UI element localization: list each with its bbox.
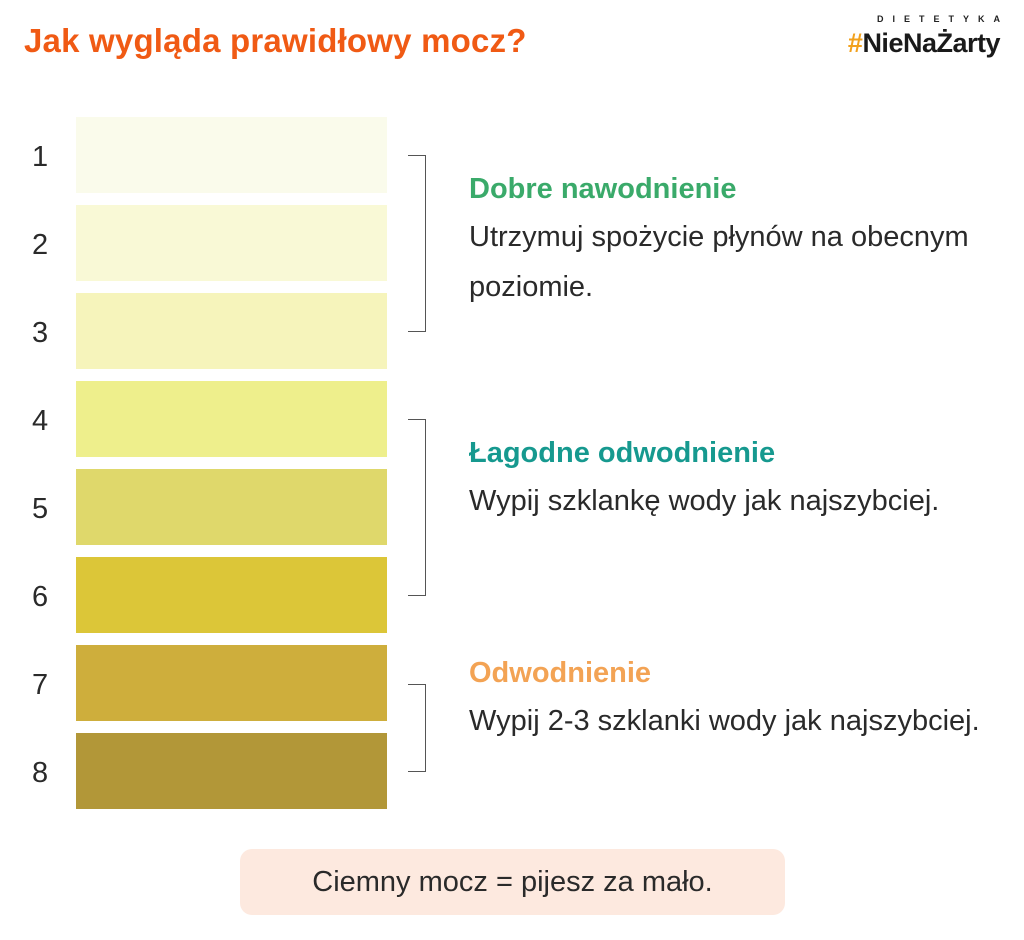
- summary-note: Ciemny mocz = pijesz za mało.: [240, 849, 785, 915]
- color-swatch: [76, 645, 387, 721]
- scale-number: 6: [32, 581, 49, 613]
- group-dehydration: Odwodnienie Wypij 2-3 szklanki wody jak …: [469, 657, 989, 746]
- brand-subtitle: DIETETYKA: [876, 14, 1009, 24]
- page-title: Jak wygląda prawidłowy mocz?: [24, 22, 527, 59]
- color-swatch: [76, 293, 387, 369]
- scale-number: 4: [32, 405, 49, 437]
- group-advice: Utrzymuj spożycie płynów na obecnym pozi…: [469, 221, 969, 303]
- scale-number: 8: [32, 757, 49, 789]
- group-bracket-good: [408, 155, 426, 332]
- brand-name-text: NieNaŻarty: [862, 28, 1000, 58]
- color-swatch: [76, 205, 387, 281]
- color-swatch: [76, 381, 387, 457]
- group-advice: Wypij szklankę wody jak najszybciej.: [469, 485, 940, 517]
- color-swatch: [76, 733, 387, 809]
- color-swatch: [76, 557, 387, 633]
- brand-hash: #: [847, 28, 863, 58]
- scale-number: 2: [32, 229, 49, 261]
- group-bracket-mild: [408, 419, 426, 596]
- color-swatch: [76, 469, 387, 545]
- group-advice: Wypij 2-3 szklanki wody jak najszybciej.: [469, 705, 980, 737]
- scale-number: 7: [32, 669, 49, 701]
- group-heading: Łagodne odwodnienie: [469, 437, 776, 469]
- scale-number: 1: [32, 141, 49, 173]
- group-mild-dehydration: Łagodne odwodnienie Wypij szklankę wody …: [469, 437, 989, 526]
- brand-name: #NieNaŻarty: [847, 28, 1001, 59]
- scale-number: 5: [32, 493, 49, 525]
- summary-note-text: Ciemny mocz = pijesz za mało.: [312, 865, 713, 898]
- group-bracket-dehydration: [408, 684, 426, 772]
- brand-logo: DIETETYKA #NieNaŻarty: [847, 14, 1001, 59]
- group-heading: Dobre nawodnienie: [469, 173, 737, 205]
- group-good-hydration: Dobre nawodnienie Utrzymuj spożycie płyn…: [469, 173, 989, 312]
- scale-number: 3: [32, 317, 49, 349]
- group-heading: Odwodnienie: [469, 657, 652, 689]
- color-swatch: [76, 117, 387, 193]
